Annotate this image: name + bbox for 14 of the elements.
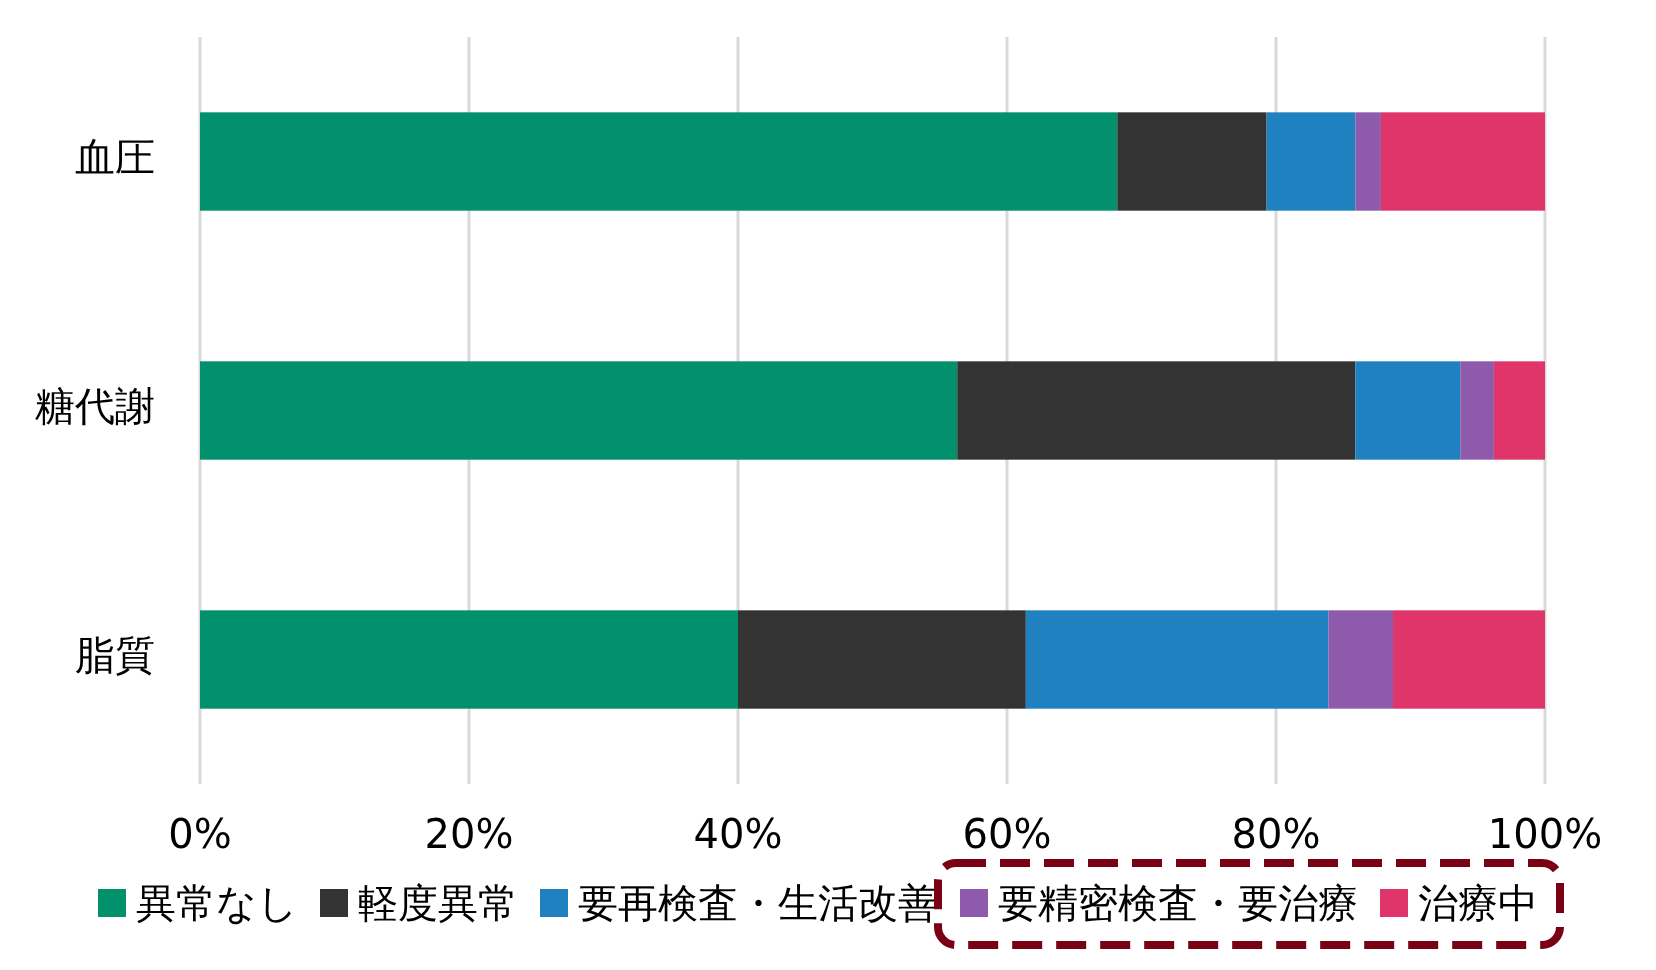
- x-tick-label: 100%: [1487, 811, 1603, 857]
- x-tick-label: 40%: [693, 811, 783, 857]
- legend-label: 治療中: [1418, 880, 1538, 926]
- x-tick-label: 0%: [168, 811, 232, 857]
- x-tick-label: 20%: [424, 811, 514, 857]
- x-tick-label: 60%: [962, 811, 1052, 857]
- legend-label: 異常なし: [136, 880, 298, 926]
- y-tick-label: 血圧: [75, 133, 155, 180]
- y-tick-label: 脂質: [75, 631, 155, 678]
- legend-label: 要精密検査・要治療: [998, 880, 1358, 926]
- y-tick-label: 糖代謝: [35, 382, 155, 429]
- legend-label: 軽度異常: [358, 880, 518, 926]
- x-tick-label: 80%: [1231, 811, 1321, 857]
- legend-label: 要再検査・生活改善: [578, 880, 938, 926]
